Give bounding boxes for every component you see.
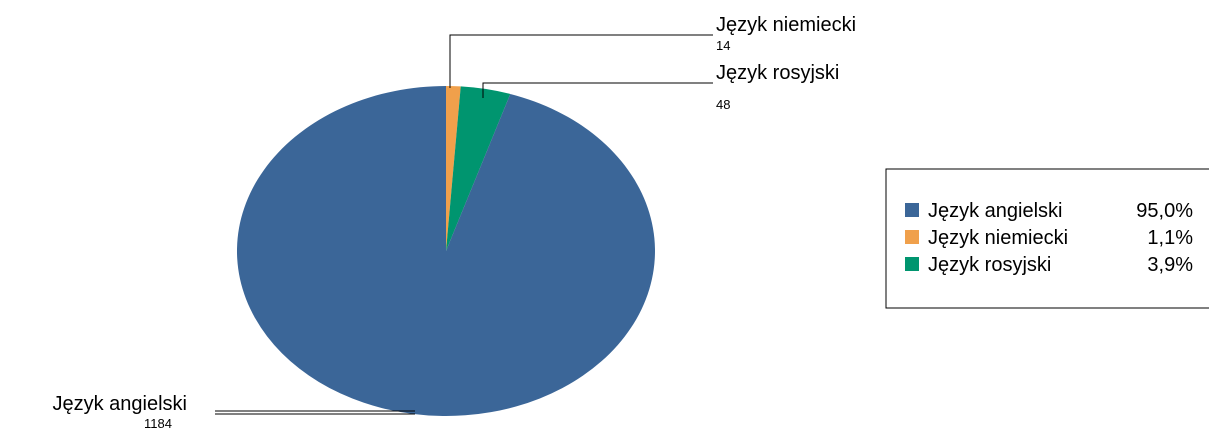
- slice-value-jezyk-angielski: 1184: [144, 416, 172, 431]
- slice-label-jezyk-niemiecki: Język niemiecki: [716, 14, 856, 36]
- legend-label-jezyk-angielski: Język angielski: [928, 200, 1063, 222]
- legend-swatch-jezyk-niemiecki: [905, 230, 919, 244]
- pie-slices: [236, 85, 655, 416]
- legend-swatch-jezyk-angielski: [905, 203, 919, 217]
- slice-value-jezyk-rosyjski: 48: [716, 97, 730, 112]
- legend-label-jezyk-rosyjski: Język rosyjski: [928, 254, 1051, 276]
- legend-items: Język angielski 95,0% Język niemiecki 1,1% J…: [905, 200, 1193, 276]
- pie-slice-jezyk-angielski: [236, 85, 655, 416]
- slice-value-jezyk-niemiecki: 14: [716, 38, 730, 53]
- leader-line-jezyk-niemiecki: [449, 34, 713, 88]
- slice-label-jezyk-rosyjski: Język rosyjski: [716, 62, 839, 84]
- legend-percent-jezyk-angielski: 95,0%: [1136, 200, 1193, 222]
- leader-line-jezyk-rosyjski: [482, 82, 713, 98]
- legend-label-jezyk-niemiecki: Język niemiecki: [928, 227, 1068, 249]
- slice-label-jezyk-angielski: Język angielski: [52, 393, 187, 415]
- legend-frame: [885, 168, 1209, 309]
- legend-percent-jezyk-rosyjski: 3,9%: [1147, 254, 1193, 276]
- legend-swatch-jezyk-rosyjski: [905, 257, 919, 271]
- pie-slice-jezyk-niemiecki: [446, 86, 461, 251]
- pie-slice-jezyk-rosyjski: [446, 86, 511, 251]
- legend-percent-jezyk-niemiecki: 1,1%: [1147, 227, 1193, 249]
- leader-lines: [215, 34, 713, 415]
- legend: Język angielski 95,0% Język niemiecki 1,1% J…: [885, 168, 1209, 309]
